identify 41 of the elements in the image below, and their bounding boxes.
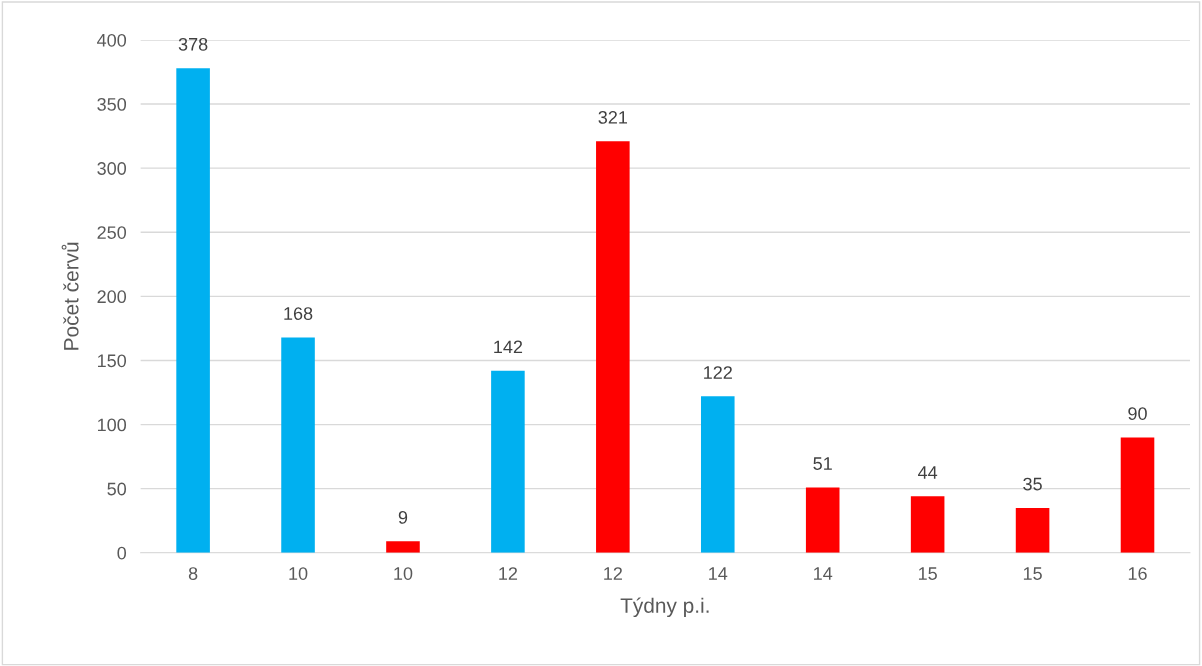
y-tick-label: 200 xyxy=(97,290,127,304)
bar xyxy=(281,337,315,553)
x-tick-label: 14 xyxy=(814,567,833,580)
data-label: 321 xyxy=(598,111,628,124)
y-tick-label: 100 xyxy=(98,418,127,432)
data-label: 44 xyxy=(918,466,938,479)
data-label: 168 xyxy=(284,307,313,320)
bar xyxy=(491,370,525,553)
y-tick-label: 250 xyxy=(97,226,127,239)
x-axis-title: Týdny p.i. xyxy=(620,597,709,618)
y-tick-label: 150 xyxy=(98,354,127,368)
bar xyxy=(596,141,630,553)
y-tick-label: 400 xyxy=(97,33,127,47)
x-tick-label: 15 xyxy=(918,567,937,580)
data-label: 122 xyxy=(704,366,732,379)
bar xyxy=(1015,507,1050,553)
data-label: 378 xyxy=(178,37,208,51)
bar xyxy=(910,496,945,553)
data-label: 35 xyxy=(1023,477,1042,491)
bar xyxy=(805,487,840,553)
bar xyxy=(1120,437,1155,553)
x-tick-label: 16 xyxy=(1128,567,1147,580)
x-tick-label: 10 xyxy=(394,567,413,580)
data-label: 9 xyxy=(398,511,408,524)
x-tick-label: 8 xyxy=(188,567,198,580)
x-tick-label: 14 xyxy=(709,567,728,580)
bar xyxy=(700,396,735,553)
bar xyxy=(176,68,210,553)
x-tick-label: 10 xyxy=(289,567,308,580)
x-tick-label: 12 xyxy=(499,567,518,580)
x-tick-label: 15 xyxy=(1023,567,1042,580)
bar xyxy=(386,541,420,553)
y-tick-label: 0 xyxy=(117,546,127,560)
y-tick-label: 300 xyxy=(97,162,127,175)
y-tick-label: 50 xyxy=(107,482,127,496)
x-tick-label: 12 xyxy=(604,567,622,580)
y-tick-label: 350 xyxy=(97,98,127,111)
data-label: 142 xyxy=(494,340,523,354)
data-label: 90 xyxy=(1128,407,1147,420)
y-axis-title: Počet červů xyxy=(61,242,79,350)
data-label: 51 xyxy=(813,457,832,470)
